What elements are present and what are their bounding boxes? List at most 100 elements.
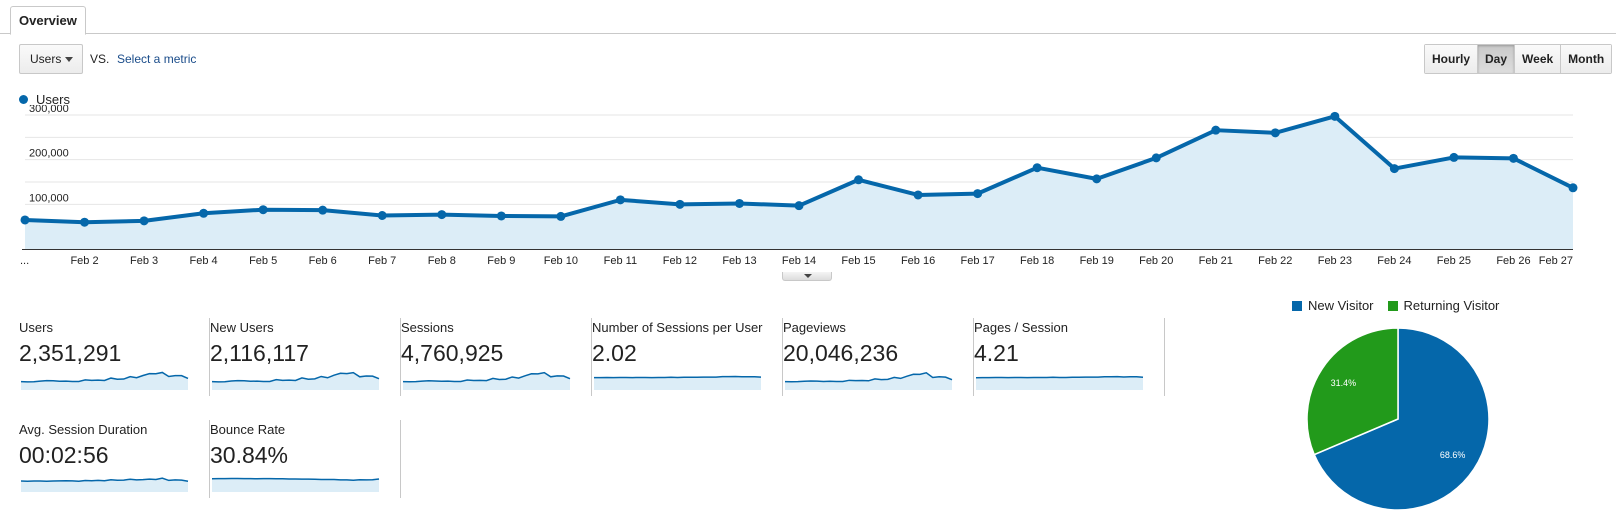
data-point[interactable]	[1151, 153, 1161, 163]
chart-legend-label: Users	[36, 92, 70, 107]
sparkline	[212, 477, 380, 492]
chart-legend: Users	[19, 92, 70, 107]
data-point[interactable]	[913, 190, 923, 200]
week-button[interactable]: Week	[1515, 45, 1562, 73]
pie-slice[interactable]	[1313, 327, 1490, 511]
scorecard-label: Number of Sessions per User	[592, 320, 763, 335]
sparkline-area	[212, 372, 379, 390]
data-point[interactable]	[1508, 153, 1518, 163]
data-point[interactable]	[1211, 125, 1221, 135]
sparkline-area	[21, 372, 188, 390]
pie-slice-label: 68.6%	[1440, 450, 1466, 460]
data-point[interactable]	[675, 199, 685, 209]
hourly-button[interactable]: Hourly	[1425, 45, 1479, 73]
data-point[interactable]	[1389, 164, 1399, 174]
scorecard[interactable]: Bounce Rate 30.84%	[210, 420, 401, 498]
sparkline	[21, 477, 189, 492]
data-point[interactable]	[1449, 152, 1459, 162]
pie-slice-label: 31.4%	[1331, 378, 1357, 388]
data-point[interactable]	[139, 216, 149, 226]
scorecard-value: 30.84%	[210, 442, 289, 468]
x-tick-label: Feb 10	[544, 255, 578, 267]
x-tick-label: Feb 7	[368, 255, 396, 267]
sparkline-line	[21, 371, 189, 383]
x-tick-label: Feb 21	[1199, 255, 1233, 267]
scorecard-label: New Users	[210, 320, 274, 335]
metric-dropdown[interactable]: Users	[19, 44, 83, 74]
users-area	[25, 116, 1573, 249]
data-point[interactable]	[854, 175, 864, 185]
data-point[interactable]	[80, 217, 90, 227]
scorecard-label: Bounce Rate	[210, 422, 286, 437]
data-point[interactable]	[973, 189, 983, 199]
data-point[interactable]	[496, 211, 506, 221]
sparkline-line	[594, 375, 762, 379]
scorecard[interactable]: Sessions 4,760,925	[401, 318, 592, 396]
sparkline-line	[21, 477, 189, 482]
scorecard-label: Avg. Session Duration	[19, 422, 148, 437]
pie-legend-label: Returning Visitor	[1403, 298, 1500, 313]
month-button[interactable]: Month	[1561, 45, 1612, 73]
x-tick-label: Feb 24	[1377, 255, 1411, 267]
sparkline	[212, 371, 380, 390]
data-point[interactable]	[258, 205, 268, 215]
scorecard-value: 4,760,925	[401, 340, 504, 366]
tab-overview[interactable]: Overview	[10, 6, 86, 35]
x-tick-label: Feb 13	[722, 255, 756, 267]
x-tick-label: Feb 19	[1080, 255, 1114, 267]
chevron-down-icon	[65, 57, 73, 62]
y-tick-label: 300,000	[29, 105, 69, 115]
x-tick-label: Feb 25	[1437, 255, 1471, 267]
y-tick-label: 200,000	[29, 148, 69, 160]
x-tick-label: Feb 2	[70, 255, 98, 267]
data-point[interactable]	[1568, 183, 1578, 193]
sparkline-line	[785, 371, 953, 383]
x-tick-label: ...	[20, 255, 29, 267]
x-tick-label: Feb 14	[782, 255, 816, 267]
sparkline-area	[21, 478, 188, 492]
pie-legend-new-visitor[interactable]: New Visitor	[1292, 298, 1374, 313]
data-point[interactable]	[1032, 163, 1042, 173]
scorecard-label: Pageviews	[783, 320, 846, 335]
scorecard[interactable]: Avg. Session Duration 00:02:56	[19, 420, 210, 498]
sparkline	[21, 371, 189, 390]
data-point[interactable]	[615, 195, 625, 205]
data-point[interactable]	[377, 211, 387, 220]
data-point[interactable]	[556, 211, 566, 221]
data-point[interactable]	[199, 208, 209, 218]
data-point[interactable]	[1092, 174, 1102, 184]
scorecard[interactable]: Pageviews 20,046,236	[783, 318, 974, 396]
x-tick-label: Feb 18	[1020, 255, 1054, 267]
data-point[interactable]	[734, 198, 744, 208]
scorecard-label: Sessions	[401, 320, 454, 335]
data-point[interactable]	[437, 210, 447, 220]
scorecard-value: 4.21	[974, 340, 1019, 366]
pie-legend-returning-visitor[interactable]: Returning Visitor	[1387, 298, 1500, 313]
day-button[interactable]: Day	[1478, 45, 1516, 73]
users-line-chart: 100,000 200,000 300,000... Feb 2 Feb 3 Feb 4 F…	[20, 105, 1578, 267]
data-point[interactable]	[20, 215, 30, 225]
x-tick-label: Feb 15	[841, 255, 875, 267]
scorecard[interactable]: Users 2,351,291	[19, 318, 210, 396]
select-metric-link[interactable]: Select a metric	[117, 52, 197, 66]
pie-legend: New Visitor Returning Visitor	[1292, 298, 1499, 313]
scorecard[interactable]: Pages / Session 4.21	[974, 318, 1165, 396]
new-visitor-swatch-icon	[1292, 301, 1302, 311]
sparkline-area	[594, 376, 761, 390]
scorecard[interactable]: Number of Sessions per User 2.02	[592, 318, 783, 396]
x-tick-label: Feb 26	[1496, 255, 1530, 267]
vs-label: VS.	[90, 52, 110, 66]
collapse-chart-handle[interactable]	[782, 272, 832, 281]
data-point[interactable]	[1330, 111, 1340, 121]
pie-legend-label: New Visitor	[1308, 298, 1374, 313]
data-point[interactable]	[318, 205, 328, 215]
sparkline-area	[212, 478, 379, 492]
x-tick-label: Feb 27	[1539, 255, 1573, 267]
x-tick-label: Feb 6	[309, 255, 337, 267]
pie-slice[interactable]	[1306, 327, 1399, 456]
sparkline	[594, 375, 762, 390]
data-point[interactable]	[1270, 128, 1280, 138]
data-point[interactable]	[794, 201, 804, 211]
scorecard[interactable]: New Users 2,116,117	[210, 318, 401, 396]
sparkline-line	[212, 371, 380, 383]
